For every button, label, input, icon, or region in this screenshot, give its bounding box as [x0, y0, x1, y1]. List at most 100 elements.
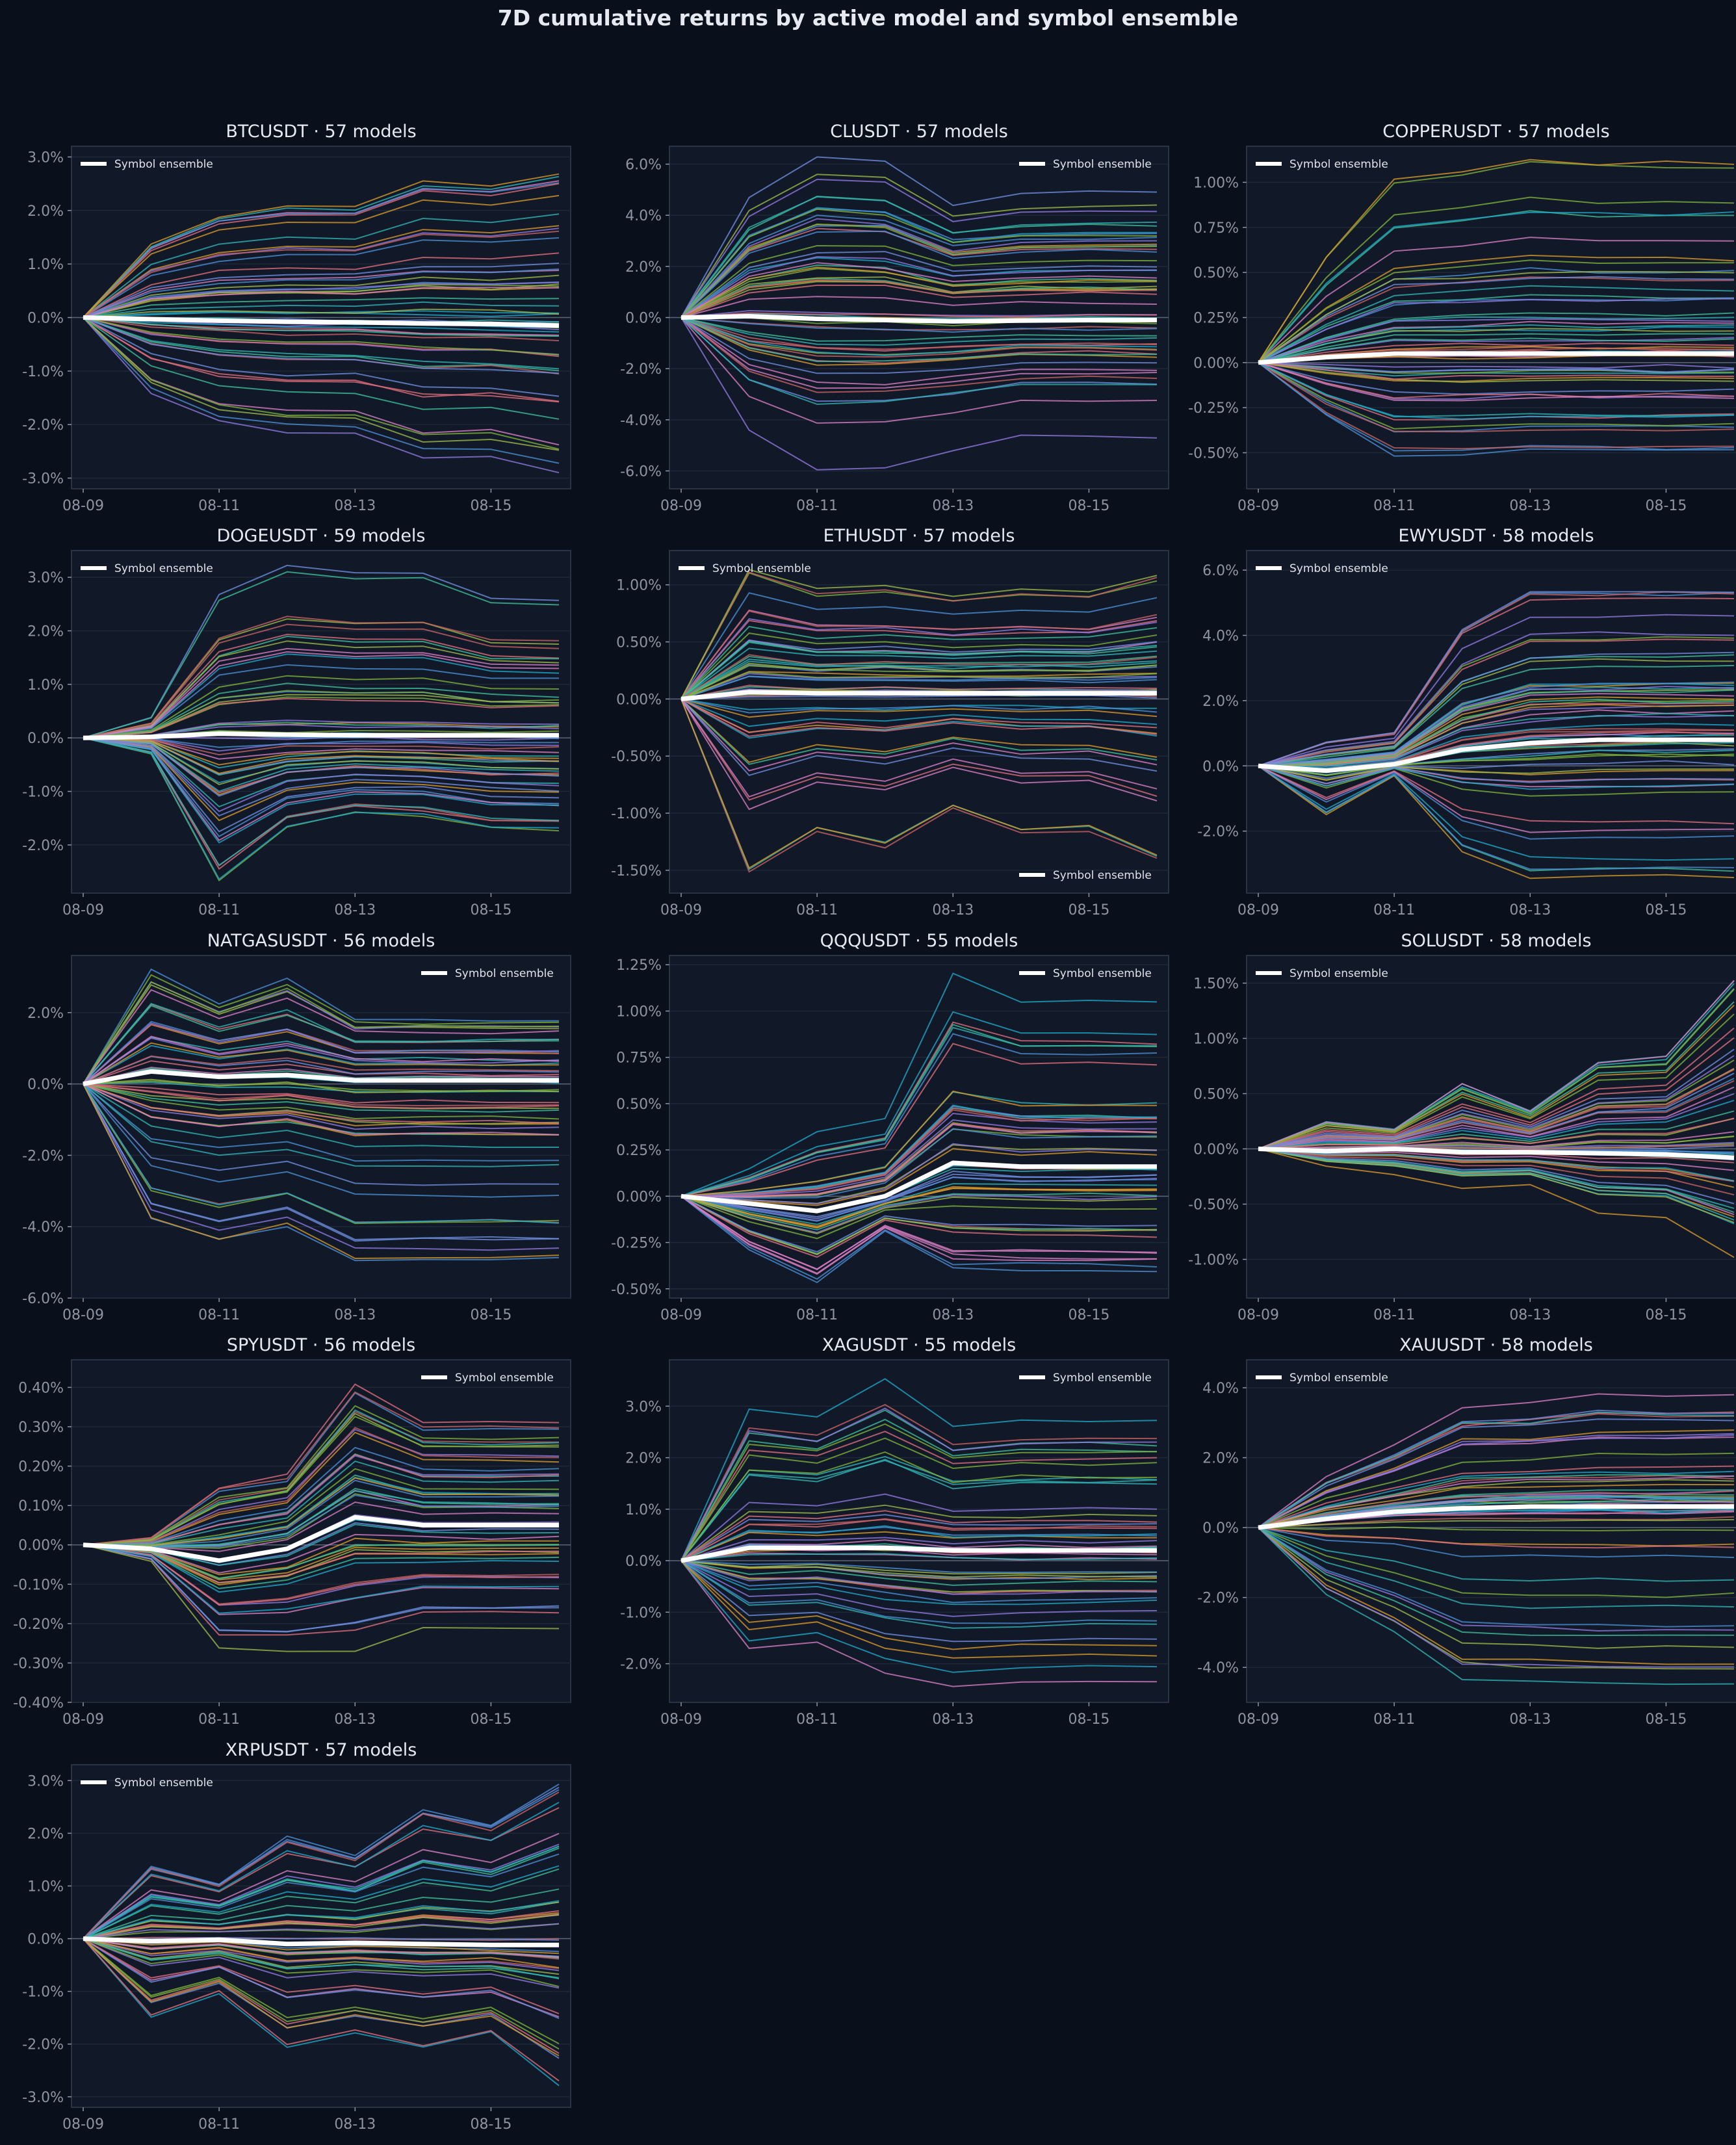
model-series-line — [680, 317, 1158, 342]
x-tick-label: 08-11 — [198, 2116, 240, 2133]
model-series-line — [1258, 276, 1735, 363]
legend: Symbol ensemble — [421, 967, 554, 980]
model-series-line — [1258, 361, 1735, 369]
model-series-line — [680, 698, 1158, 763]
model-series-line — [1258, 211, 1735, 363]
model-series-line — [83, 1468, 560, 1546]
model-series-line — [1258, 361, 1735, 395]
legend: Symbol ensemble — [81, 158, 213, 171]
model-series-line — [680, 1195, 1158, 1275]
model-series-line — [83, 1453, 560, 1546]
model-series-line — [1258, 298, 1734, 363]
model-series-line — [83, 1460, 560, 1546]
x-tick-label: 08-09 — [1237, 498, 1279, 514]
chart-title: BTCUSDT · 57 models — [226, 122, 416, 142]
model-series-line — [680, 1021, 1158, 1197]
model-series-line — [680, 1195, 1158, 1234]
y-tick-label: 0.00% — [1193, 356, 1239, 372]
x-tick-label: 08-11 — [1373, 1711, 1415, 1728]
y-tick-label: -3.0% — [22, 471, 64, 488]
model-series-line — [83, 1938, 560, 2082]
model-series-line — [83, 1544, 560, 1636]
model-series-line — [1258, 254, 1735, 363]
y-tick-label: 4.0% — [1202, 628, 1239, 644]
y-tick-label: 0.0% — [625, 1554, 662, 1570]
x-tick-label: 08-15 — [1645, 902, 1687, 918]
model-series-line — [680, 698, 1158, 737]
model-series-line — [680, 317, 1158, 350]
chart-title: XRPUSDT · 57 models — [226, 1740, 417, 1760]
y-tick-label: 2.0% — [625, 1451, 662, 1467]
x-tick-label: 08-13 — [334, 1711, 376, 1728]
y-tick-label: 0.0% — [1202, 1520, 1239, 1537]
model-series-line — [1258, 1148, 1735, 1258]
model-series-line — [1258, 1518, 1735, 1529]
y-tick-label: -2.0% — [1197, 824, 1239, 840]
model-series-line — [1258, 765, 1735, 797]
x-tick-label: 08-11 — [198, 498, 240, 514]
model-series-line — [83, 1865, 560, 1940]
legend: Symbol ensemble — [1019, 869, 1152, 882]
model-series-line — [83, 1938, 560, 1989]
model-series-line — [680, 592, 1158, 699]
model-series-line — [83, 697, 560, 739]
model-series-line — [1258, 689, 1735, 767]
model-series-line — [83, 1084, 560, 1224]
y-tick-label: 1.0% — [27, 677, 64, 694]
model-series-line — [680, 698, 1158, 739]
model-series-line — [1258, 361, 1735, 430]
model-series-line — [1258, 1527, 1735, 1549]
y-tick-label: 1.00% — [1193, 1032, 1239, 1048]
y-tick-label: -1.00% — [611, 806, 662, 822]
model-series-line — [83, 1042, 560, 1085]
x-tick-label: 08-09 — [62, 498, 104, 514]
x-tick-label: 08-13 — [932, 1307, 974, 1323]
y-tick-label: 0.00% — [616, 1189, 662, 1205]
model-series-line — [1258, 333, 1735, 363]
y-tick-label: 0.0% — [27, 731, 64, 747]
y-tick-label: 0.00% — [18, 1538, 64, 1554]
ensemble-line — [680, 314, 1157, 324]
y-tick-label: 4.0% — [1202, 1381, 1239, 1397]
chart-panel-0: BTCUSDT · 57 models -3.0% -2.0% -1.0% 0.0% 1.… — [22, 122, 571, 514]
model-series-line — [83, 1537, 560, 1576]
model-series-line — [680, 1537, 1158, 1562]
model-series-line — [83, 317, 560, 356]
model-series-line — [83, 228, 560, 318]
plot-area — [71, 1764, 571, 2108]
model-series-line — [1258, 1527, 1735, 1559]
model-series-line — [83, 1084, 560, 1260]
x-tick-label: 08-13 — [932, 498, 974, 514]
model-series-line — [83, 317, 560, 450]
model-series-line — [680, 1109, 1158, 1197]
model-series-line — [1258, 361, 1735, 450]
model-series-line — [1258, 1527, 1735, 1609]
model-series-line — [1258, 1148, 1735, 1204]
model-series-line — [680, 317, 1158, 405]
model-series-line — [680, 632, 1158, 700]
model-series-line — [1258, 1465, 1735, 1529]
model-series-line — [1258, 765, 1735, 870]
model-series-line — [680, 1560, 1158, 1574]
legend-label: Symbol ensemble — [1289, 562, 1388, 575]
x-tick-label: 08-09 — [660, 1307, 702, 1323]
model-series-line — [1258, 765, 1735, 833]
y-tick-label: -2.0% — [620, 1657, 662, 1673]
x-tick-label: 08-11 — [796, 498, 838, 514]
model-series-line — [1258, 276, 1735, 363]
y-tick-label: 3.0% — [27, 1773, 64, 1789]
model-series-line — [83, 297, 560, 318]
model-series-line — [83, 633, 560, 739]
model-series-line — [1258, 1527, 1735, 1668]
model-series-line — [83, 1938, 560, 1958]
chart-title: SOLUSDT · 58 models — [1401, 931, 1591, 951]
model-series-line — [83, 737, 560, 833]
model-series-line — [680, 699, 1158, 873]
legend-label: Symbol ensemble — [1289, 1372, 1388, 1384]
model-series-line — [680, 1148, 1158, 1206]
y-tick-label: 0.00% — [1193, 1142, 1239, 1158]
model-series-line — [83, 616, 560, 739]
legend-label: Symbol ensemble — [455, 1372, 554, 1384]
model-series-line — [680, 698, 1158, 714]
model-series-line — [1258, 1470, 1735, 1529]
